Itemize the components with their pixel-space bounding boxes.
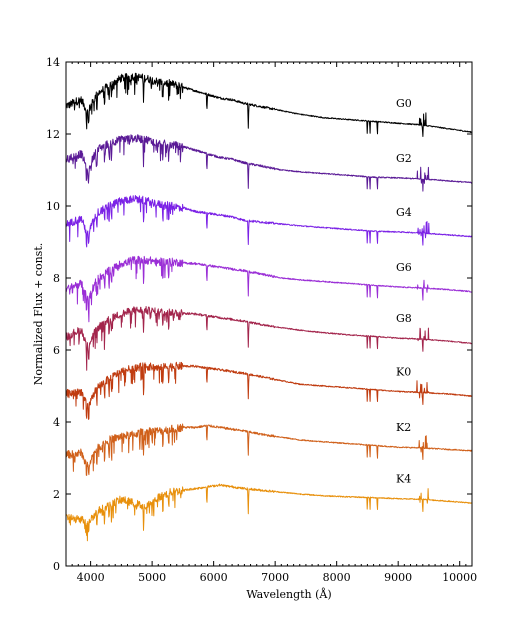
x-tick-label: 8000 [323, 571, 351, 584]
y-tick-label: 12 [46, 128, 60, 141]
x-tick-label: 5000 [138, 571, 166, 584]
series-label-g8: G8 [396, 312, 412, 325]
series-labels: G0 G2 G4 G6 G8 K0 K2 K4 [396, 97, 412, 486]
y-axis-title: Normalized Flux + const. [32, 243, 45, 385]
y-tick-label: 10 [46, 200, 60, 213]
series-label-g4: G4 [396, 206, 412, 219]
y-tick-label: 4 [53, 416, 60, 429]
spectrum-line-k0 [66, 361, 472, 420]
x-tick-label: 4000 [77, 571, 105, 584]
y-axis: 0 2 4 6 8 10 12 14 [46, 56, 472, 573]
series-label-k0: K0 [396, 365, 411, 378]
spectrum-line-k4 [66, 483, 472, 542]
spectrum-line-k2 [66, 423, 472, 476]
series-label-g2: G2 [396, 152, 412, 165]
y-tick-label: 0 [53, 560, 60, 573]
y-tick-label: 8 [53, 272, 60, 285]
series-label-k4: K4 [396, 473, 411, 486]
series-label-g0: G0 [396, 97, 412, 110]
x-axis-title: Wavelength (Å) [246, 587, 331, 601]
spectrum-line-g6 [66, 255, 472, 323]
x-tick-label: 7000 [261, 571, 289, 584]
spectrum-line-g0 [66, 72, 472, 137]
spectrum-line-g8 [66, 306, 472, 371]
series-label-k2: K2 [396, 421, 411, 434]
x-tick-label: 6000 [200, 571, 228, 584]
x-axis: 4000 5000 6000 7000 8000 9000 10000 [71, 62, 477, 584]
series-label-g6: G6 [396, 261, 412, 274]
y-tick-label: 2 [53, 488, 60, 501]
y-tick-label: 14 [46, 56, 60, 69]
y-tick-label: 6 [53, 344, 60, 357]
spectrum-line-g4 [66, 195, 472, 248]
x-tick-label: 10000 [442, 571, 477, 584]
spectrum-line-g2 [66, 134, 472, 192]
x-tick-label: 9000 [384, 571, 412, 584]
plot-area [66, 72, 472, 542]
